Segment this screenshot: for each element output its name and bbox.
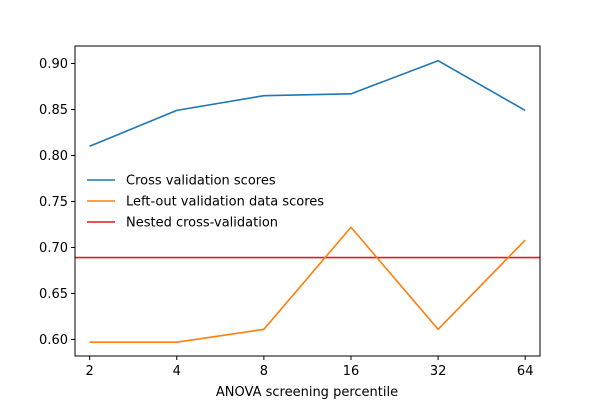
x-tick-label: 16 xyxy=(343,364,360,379)
legend: Cross validation scores Left-out validati… xyxy=(87,174,324,231)
x-axis-label: ANOVA screening percentile xyxy=(216,385,398,400)
chart-marks xyxy=(75,59,540,344)
y-tick-label: 0.65 xyxy=(39,287,68,302)
x-tick-label: 32 xyxy=(430,364,447,379)
legend-label: Nested cross-validation xyxy=(126,216,278,231)
y-tick-label: 0.85 xyxy=(39,103,68,118)
x-tick-label: 2 xyxy=(86,364,94,379)
series-line-0 xyxy=(89,59,526,148)
x-tick-label: 4 xyxy=(173,364,181,379)
x-tick-label: 8 xyxy=(260,364,268,379)
y-tick-label: 0.90 xyxy=(39,57,68,72)
legend-label: Cross validation scores xyxy=(126,174,276,189)
y-tick-label: 0.70 xyxy=(39,241,68,256)
series-line-1 xyxy=(89,226,526,344)
y-tick-label: 0.60 xyxy=(39,333,68,348)
y-axis: 0.60 0.65 0.70 0.75 0.80 0.85 0.90 xyxy=(39,57,75,348)
y-tick-label: 0.75 xyxy=(39,195,68,210)
legend-label: Left-out validation data scores xyxy=(126,195,324,210)
x-tick-label: 64 xyxy=(517,364,534,379)
x-axis: 2 4 8 16 32 64 xyxy=(86,356,534,379)
y-tick-label: 0.80 xyxy=(39,149,68,164)
